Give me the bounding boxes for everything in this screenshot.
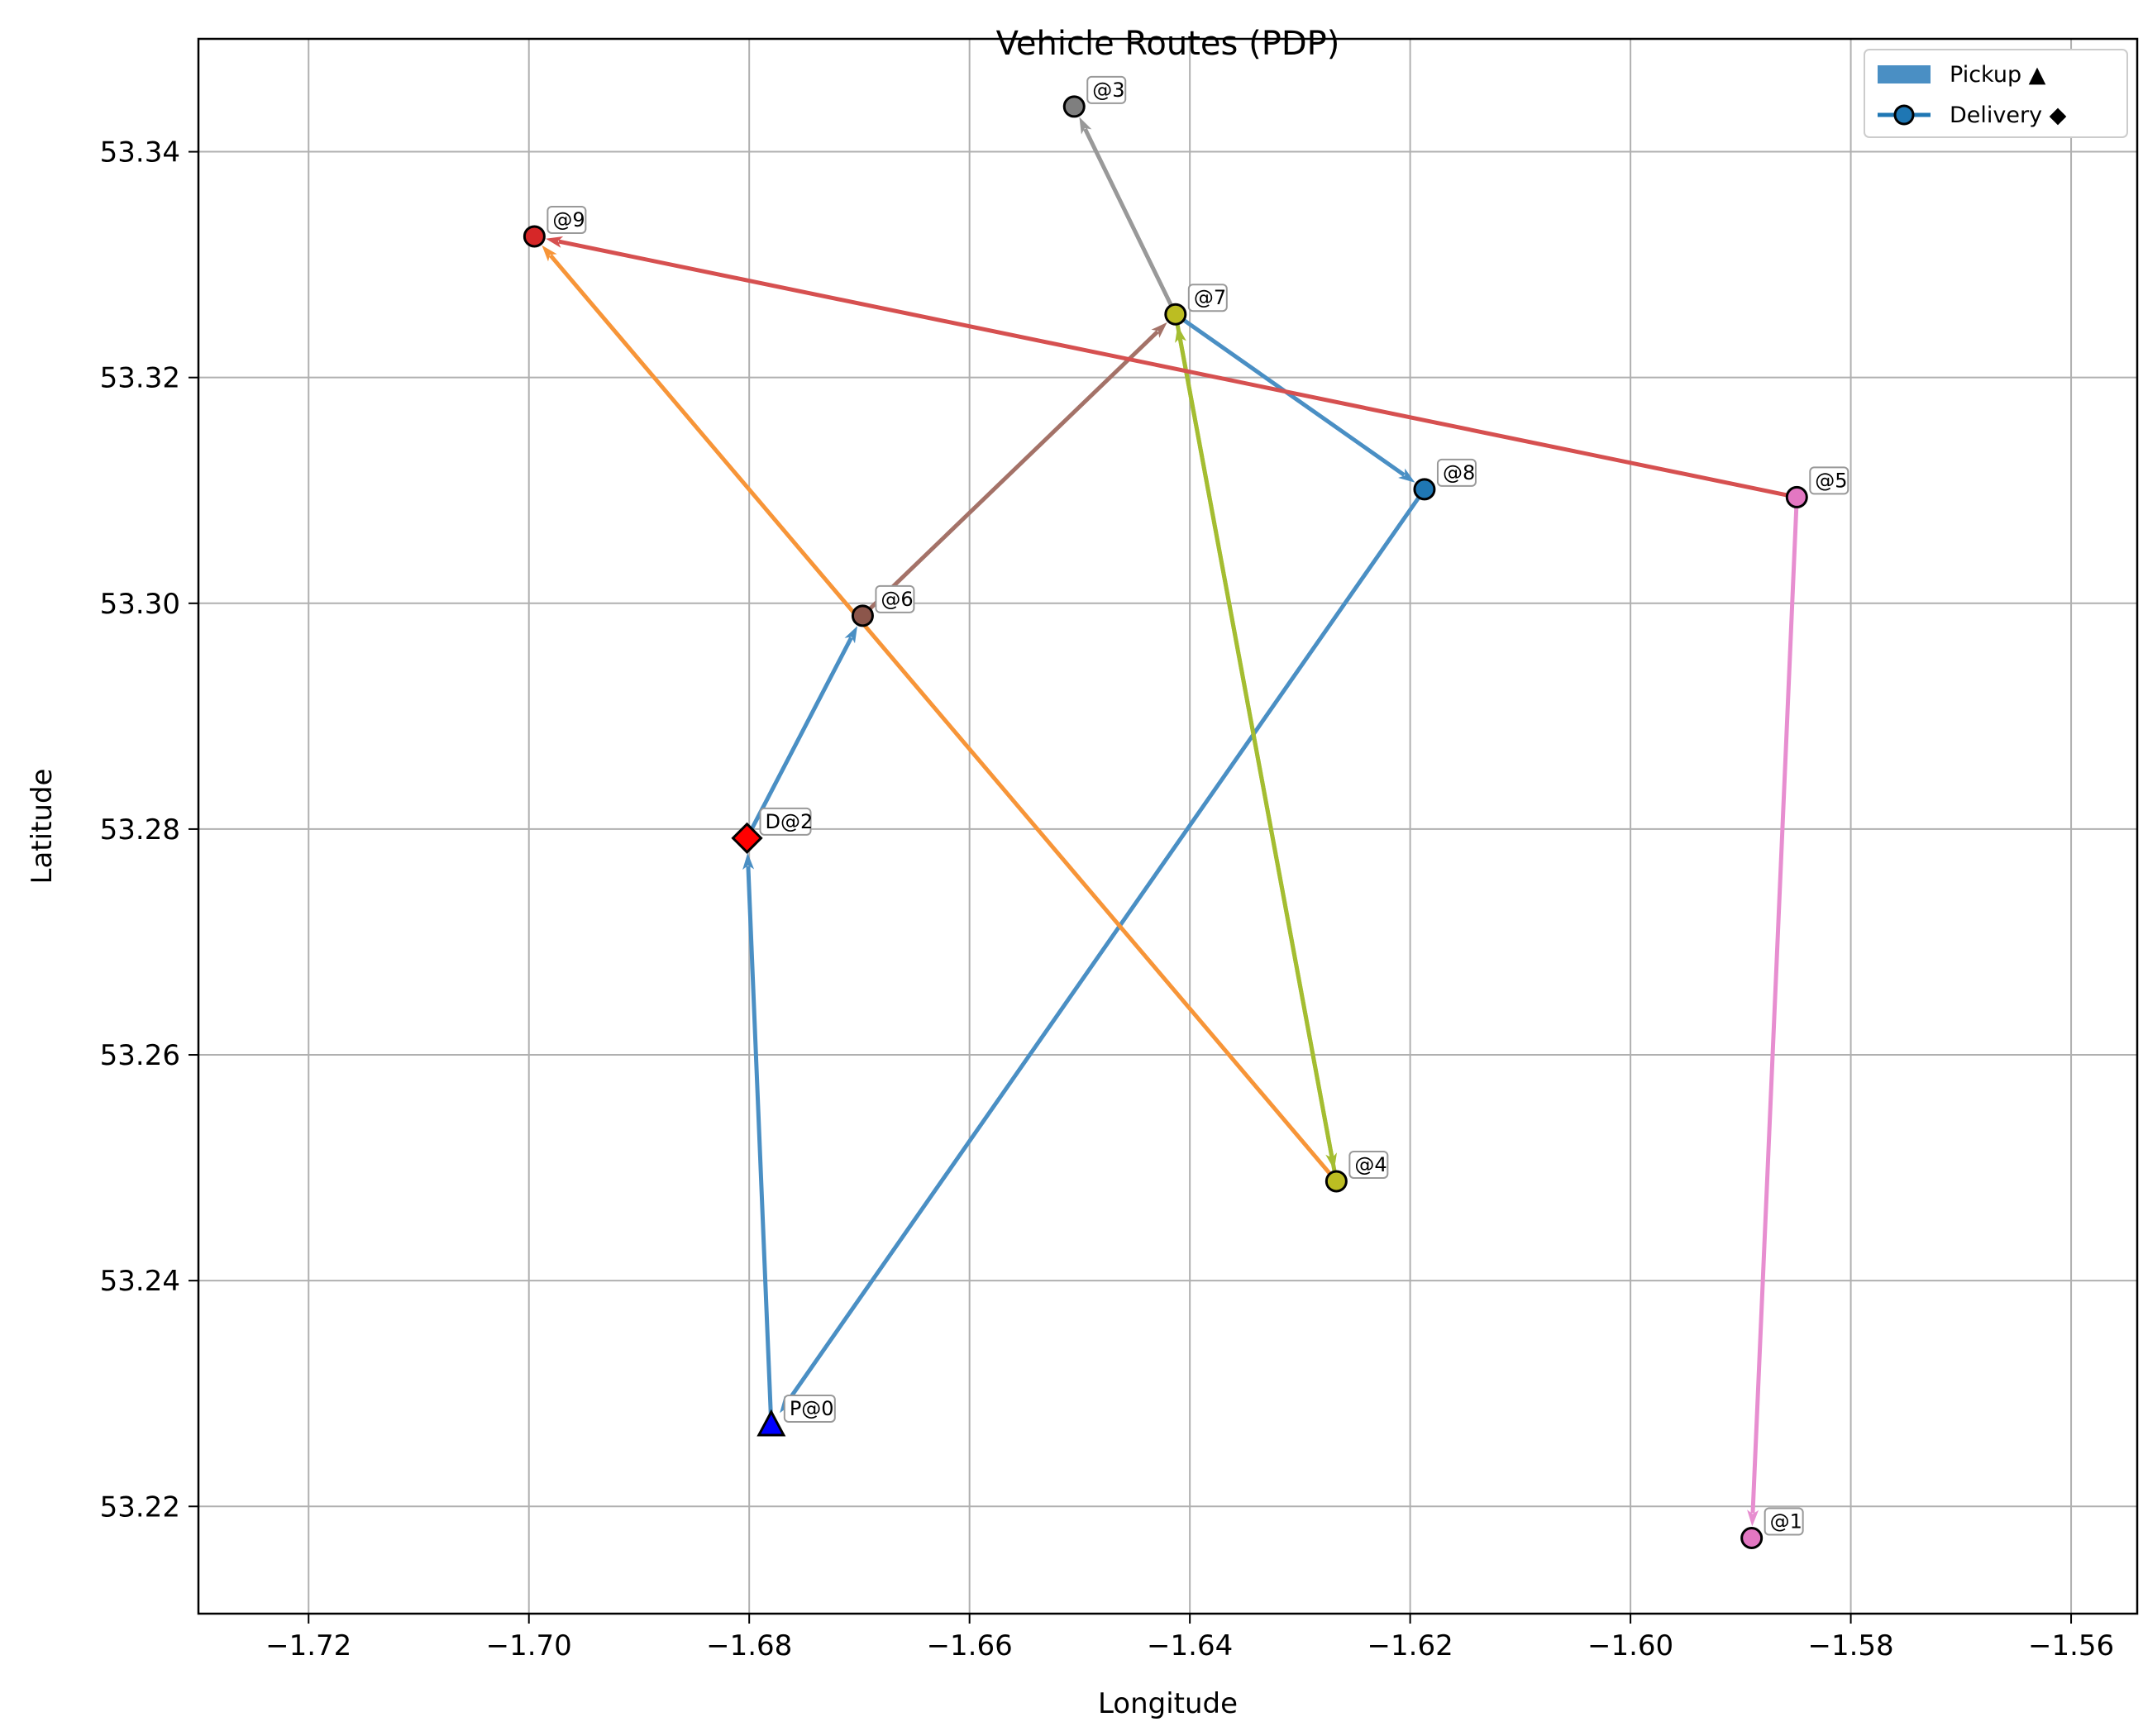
- stop-marker: [1785, 485, 1808, 508]
- route-segments: [542, 117, 1799, 1527]
- x-tick-label: −1.68: [706, 1629, 792, 1662]
- delivery-marker: [731, 822, 763, 854]
- route-arrowhead: [542, 245, 557, 262]
- pickup-marker: [756, 1409, 786, 1437]
- grid-lines: [198, 39, 2137, 1614]
- stop-label: @3: [1092, 79, 1124, 102]
- y-axis-label: Latitude: [26, 769, 59, 885]
- y-axis-ticks: 53.22 53.24 53.26 53.28 53.30 53.32 53.34: [100, 136, 198, 1524]
- stop-label: D@2: [766, 810, 814, 833]
- route-stops: [523, 95, 1808, 1550]
- route-segment: [1750, 497, 1799, 1514]
- route-segment: [745, 637, 853, 839]
- x-axis-ticks: −1.72 −1.70 −1.68 −1.66 −1.64 −1.62 −1.60 −1.58…: [265, 1614, 2114, 1662]
- y-tick-label: 53.28: [100, 813, 180, 847]
- stop-label-box: [1348, 1150, 1389, 1179]
- stop-label-box: [759, 807, 812, 836]
- stop-label-box: [1764, 1507, 1804, 1536]
- x-axis-label: Longitude: [1098, 1687, 1238, 1720]
- stop-label: @6: [881, 588, 913, 611]
- x-tick-label: −1.64: [1147, 1629, 1233, 1662]
- x-tick-label: −1.72: [265, 1629, 351, 1662]
- y-tick-label: 53.34: [100, 136, 180, 169]
- stop-label: @7: [1194, 286, 1226, 309]
- route-arrowhead: [844, 626, 857, 644]
- route-segment: [558, 239, 1797, 499]
- stop-label: @4: [1354, 1153, 1387, 1176]
- stop-marker: [1164, 303, 1187, 326]
- route-arrowhead: [742, 852, 755, 870]
- stop-label-box: [1086, 75, 1127, 104]
- stop-marker: [1740, 1527, 1764, 1550]
- legend-label: Pickup ▲: [1950, 62, 2046, 88]
- route-segment: [1174, 312, 1406, 477]
- route-arrowhead: [546, 236, 564, 248]
- stop-marker: [1413, 478, 1436, 501]
- stop-label-box: [783, 1394, 836, 1423]
- route-segment: [785, 488, 1426, 1404]
- stop-label: P@0: [790, 1397, 834, 1420]
- stop-label: @5: [1815, 469, 1847, 492]
- x-tick-label: −1.66: [927, 1629, 1013, 1662]
- plot-frame: [197, 37, 2139, 1615]
- route-arrowhead: [1398, 468, 1415, 483]
- stop-labels: P@0 @1 D@2 @3 @4 @5 @6 @7 @8 @9: [546, 75, 1849, 1536]
- x-tick-label: −1.70: [486, 1629, 572, 1662]
- route-segment: [1177, 338, 1339, 1182]
- legend-label: Delivery ◆: [1950, 103, 2067, 128]
- legend-delivery-marker: [1893, 104, 1915, 126]
- stop-label: @8: [1443, 461, 1475, 484]
- route-segment: [861, 330, 1159, 618]
- route-arrowhead: [1079, 117, 1092, 135]
- legend: Pickup ▲ Delivery ◆: [1864, 49, 2128, 138]
- route-segment: [746, 866, 774, 1426]
- route-arrowhead: [1747, 1509, 1759, 1527]
- route-arrowhead: [1151, 322, 1167, 338]
- x-tick-label: −1.58: [1807, 1629, 1893, 1662]
- stop-label-box: [546, 205, 587, 234]
- y-tick-label: 53.30: [100, 588, 180, 621]
- y-tick-label: 53.22: [100, 1490, 180, 1524]
- x-tick-label: −1.62: [1367, 1629, 1453, 1662]
- stop-marker: [851, 604, 874, 627]
- y-tick-label: 53.32: [100, 362, 180, 395]
- stop-label-box: [1809, 466, 1849, 495]
- y-tick-label: 53.24: [100, 1265, 180, 1298]
- stop-label: @9: [552, 208, 585, 231]
- stop-marker: [523, 225, 546, 248]
- route-segment: [548, 254, 1339, 1183]
- x-tick-label: −1.60: [1587, 1629, 1673, 1662]
- chart-title: Vehicle Routes (PDP): [996, 25, 1340, 63]
- legend-pickup-swatch: [1878, 65, 1931, 83]
- stop-label-box: [875, 584, 915, 613]
- stop-label-box: [1436, 458, 1477, 487]
- stop-label-box: [1187, 284, 1228, 312]
- y-tick-label: 53.26: [100, 1039, 180, 1072]
- stop-marker: [1324, 1170, 1348, 1193]
- x-tick-label: −1.56: [2028, 1629, 2114, 1662]
- stop-marker: [1062, 95, 1086, 118]
- route-arrowhead: [1175, 326, 1186, 343]
- stop-label: @1: [1770, 1510, 1802, 1533]
- route-segment: [1083, 127, 1178, 316]
